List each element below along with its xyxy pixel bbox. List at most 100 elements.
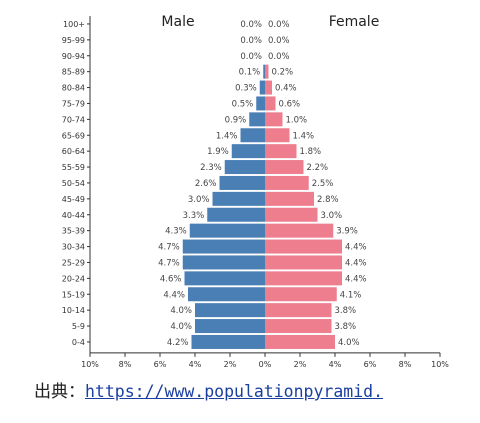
bar-male [189,223,265,238]
data-label-female: 1.0% [286,115,308,125]
data-label-male: 4.2% [167,338,189,348]
y-tick-label: 5-9 [72,322,85,331]
data-label-male: 0.9% [225,115,247,125]
data-label-male: 3.3% [183,211,205,221]
data-label-female: 2.2% [307,163,329,173]
data-label-male: 1.9% [207,147,229,157]
bar-female [265,191,314,206]
data-label-male: 1.4% [216,131,238,141]
bar-female [265,160,304,175]
bar-male [182,239,265,254]
data-label-male: 4.0% [170,306,192,316]
bar-female [265,128,290,143]
bar-male [219,175,265,190]
source-label: 出典： [34,382,85,402]
x-tick-label: 4% [189,360,202,369]
data-label-male: 4.7% [158,258,180,268]
data-label-male: 4.6% [160,274,182,284]
y-tick-label: 100+ [63,20,85,29]
data-label-male: 0.0% [240,20,262,30]
bar-male [195,319,265,334]
y-tick-label: 75-79 [62,99,85,108]
data-label-male: 4.4% [163,290,185,300]
data-label-female: 4.4% [345,243,367,253]
bar-male [212,191,265,206]
x-tick-label: 6% [154,360,167,369]
data-label-female: 0.4% [275,84,297,94]
y-tick-label: 80-84 [62,84,85,93]
data-label-female: 0.0% [268,36,290,46]
y-tick-label: 85-89 [62,68,85,77]
source-line: 出典：https://www.populationpyramid. [34,377,383,402]
data-label-female: 4.1% [340,290,362,300]
data-label-female: 4.4% [345,258,367,268]
source-link[interactable]: https://www.populationpyramid. [85,382,384,401]
bar-male [188,287,265,302]
bar-female [265,287,337,302]
bar-female [265,144,297,159]
data-label-female: 4.4% [345,274,367,284]
bar-female [265,223,334,238]
female-series-label: Female [329,14,380,30]
data-label-female: 0.6% [279,99,301,109]
data-label-male: 0.0% [240,36,262,46]
bar-female [265,96,276,111]
bar-male [224,160,265,175]
data-label-female: 4.0% [338,338,360,348]
y-tick-label: 65-69 [62,131,85,140]
x-tick-label: 8% [119,360,132,369]
y-tick-label: 60-64 [62,147,85,156]
data-label-male: 0.0% [240,52,262,62]
data-label-female: 3.8% [335,322,357,332]
y-tick-label: 50-54 [62,179,85,188]
bar-male [259,80,265,95]
y-tick-label: 90-94 [62,52,85,61]
data-label-female: 0.0% [268,20,290,30]
data-label-male: 3.0% [188,195,210,205]
bar-female [265,207,318,222]
y-tick-label: 10-14 [62,306,85,315]
data-label-male: 0.1% [239,68,261,78]
bar-female [265,255,342,270]
x-tick-label: 0% [259,360,272,369]
y-tick-label: 55-59 [62,163,85,172]
y-tick-label: 0-4 [72,338,85,347]
y-tick-label: 70-74 [62,115,85,124]
bar-female [265,319,332,334]
y-tick-label: 15-19 [62,290,85,299]
x-tick-label: 8% [399,360,412,369]
data-label-male: 2.6% [195,179,217,189]
bar-male [231,144,265,159]
data-label-male: 0.5% [232,99,254,109]
x-tick-label: 4% [329,360,342,369]
y-tick-label: 20-24 [62,274,85,283]
y-tick-label: 30-34 [62,243,85,252]
data-label-female: 3.9% [336,227,358,237]
bar-female [265,175,309,190]
data-label-female: 1.8% [300,147,322,157]
x-tick-label: 2% [224,360,237,369]
x-tick-label: 6% [364,360,377,369]
bar-female [265,64,269,79]
bar-male [195,303,265,318]
y-tick-label: 40-44 [62,211,85,220]
x-tick-label: 10% [81,360,99,369]
y-tick-label: 95-99 [62,36,85,45]
population-pyramid-chart: Male Female 100+ 0.0% 0.0% 95-99 0.0% 0.0% 90-94… [62,14,450,369]
bar-female [265,271,342,286]
bar-female [265,80,272,95]
bar-female [265,239,342,254]
bar-female [265,112,283,127]
data-label-male: 2.3% [200,163,222,173]
bar-male [191,334,265,349]
data-label-female: 3.0% [321,211,343,221]
bar-male [249,112,265,127]
data-label-female: 0.0% [268,52,290,62]
x-tick-label: 2% [294,360,307,369]
bar-male [182,255,265,270]
data-label-female: 3.8% [335,306,357,316]
data-label-male: 4.7% [158,243,180,253]
male-series-label: Male [161,14,194,30]
data-label-male: 4.0% [170,322,192,332]
x-tick-label: 10% [431,360,449,369]
